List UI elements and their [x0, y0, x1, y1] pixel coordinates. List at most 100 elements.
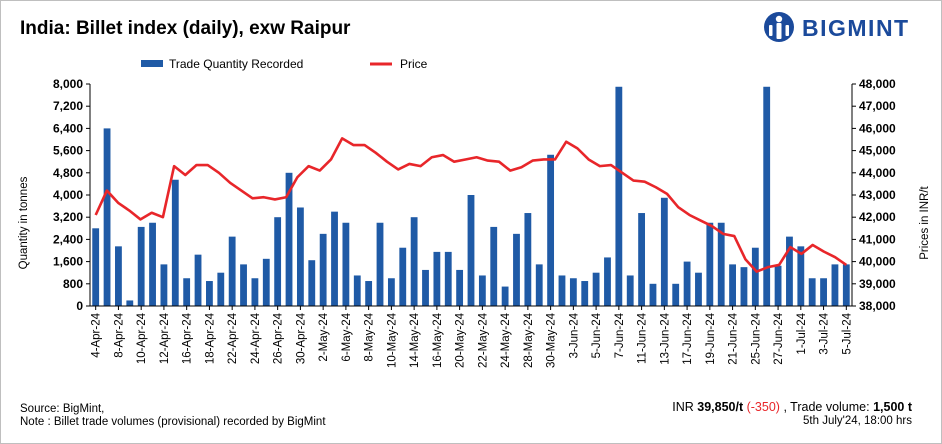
x-tick-label: 22-May-24: [477, 312, 489, 368]
bar-18: [296, 207, 304, 306]
right-tick-label: 39,000: [859, 277, 896, 291]
right-tick-label: 42,000: [859, 210, 896, 224]
bar-32: [456, 269, 464, 306]
left-tick-label: 3,200: [53, 210, 83, 224]
bar-9: [194, 254, 202, 306]
line-series: [94, 137, 848, 273]
x-tick-label: 12-Apr-24: [159, 312, 171, 364]
left-tick-label: 4,000: [53, 188, 83, 202]
bar-56: [729, 264, 736, 307]
bar-46: [615, 86, 623, 306]
volume-label: , Trade volume:: [783, 400, 870, 414]
x-tick-label: 11-Jun-24: [637, 312, 649, 364]
x-tick-label: 19-Jun-24: [705, 312, 717, 364]
right-tick-label: 48,000: [859, 77, 896, 91]
bar-50: [660, 197, 668, 306]
left-tick-label: 5,600: [53, 144, 83, 158]
bar-62: [797, 246, 805, 306]
x-tick-label: 4-Apr-24: [91, 312, 103, 357]
bar-0: [92, 228, 100, 306]
x-tick-label: 13-Jun-24: [659, 312, 671, 364]
x-tick-label: 22-Apr-24: [227, 312, 239, 364]
x-tick-label: 6-May-24: [341, 312, 353, 361]
bar-54: [706, 222, 714, 306]
legend-bar-label: Trade Quantity Recorded: [169, 57, 303, 71]
bar-61: [786, 236, 793, 307]
bar-63: [808, 278, 816, 306]
bar-27: [399, 247, 407, 306]
bar-43: [581, 281, 589, 306]
bar-28: [410, 217, 418, 306]
bar-series: [92, 86, 850, 307]
x-tick-label: 26-Apr-24: [273, 312, 285, 364]
bar-22: [342, 222, 350, 306]
bar-6: [160, 264, 168, 307]
x-tick-label: 16-Apr-24: [182, 312, 194, 364]
bar-38: [524, 213, 532, 306]
left-tick-label: 4,800: [53, 166, 83, 180]
left-tick-label: 0: [76, 299, 83, 313]
left-tick-label: 2,400: [53, 232, 83, 246]
right-axis-title: Prices in INR/t: [919, 185, 931, 259]
x-tick-label: 3-Jun-24: [568, 312, 580, 358]
bar-44: [592, 272, 600, 306]
bar-15: [262, 258, 270, 306]
bar-26: [387, 278, 395, 306]
price-change: (-350): [746, 400, 780, 414]
volume-value: 1,500 t: [873, 400, 912, 414]
x-tick-label: 25-Jun-24: [750, 312, 762, 364]
bar-39: [535, 264, 543, 307]
x-tick-label: 18-Apr-24: [204, 312, 216, 364]
left-axis-title: Quantity in tonnes: [18, 176, 30, 269]
right-tick-label: 47,000: [859, 99, 896, 113]
right-tick-label: 41,000: [859, 232, 896, 246]
x-tick-label: 1-Jul-24: [796, 312, 808, 354]
left-tick-label: 8,000: [53, 77, 83, 91]
x-tick-label: 2-May-24: [318, 312, 330, 361]
bar-55: [717, 222, 725, 306]
bar-10: [206, 281, 213, 306]
bar-21: [331, 211, 338, 306]
chart-legend: Trade Quantity Recorded Price: [141, 57, 428, 71]
bar-60: [774, 265, 782, 306]
bar-51: [672, 283, 680, 306]
bar-34: [478, 275, 486, 306]
legend-line-label: Price: [400, 57, 428, 71]
left-tick-label: 7,200: [53, 99, 83, 113]
bar-33: [467, 195, 475, 306]
x-tick-label: 27-Jun-24: [773, 312, 785, 364]
left-tick-label: 1,600: [53, 255, 83, 269]
bar-66: [842, 264, 850, 307]
x-tick-label: 30-May-24: [546, 312, 558, 368]
x-tick-label: 16-May-24: [432, 312, 444, 368]
left-tick-label: 6,400: [53, 121, 83, 135]
bar-37: [513, 233, 520, 306]
bar-59: [763, 86, 771, 306]
bar-17: [285, 172, 293, 306]
chart-axes: 0 800 1,600 2,400 3,200 4,000 4,800 5,600 6,400 7…: [53, 77, 896, 368]
bar-8: [183, 278, 191, 306]
bar-31: [444, 251, 452, 306]
x-tick-label: 8-May-24: [364, 312, 376, 361]
bar-45: [604, 257, 611, 306]
bar-4: [137, 226, 145, 306]
bar-36: [501, 286, 509, 306]
bar-7: [171, 179, 179, 306]
x-tick-label: 10-May-24: [386, 312, 398, 368]
price-summary: INR 39,850/t (-350) , Trade volume: 1,50…: [672, 400, 912, 414]
x-tick-label: 28-May-24: [523, 312, 535, 368]
x-tick-label: 17-Jun-24: [682, 312, 694, 364]
bar-40: [547, 154, 555, 306]
bar-30: [433, 251, 441, 306]
bar-53: [695, 272, 702, 306]
right-tick-label: 45,000: [859, 144, 896, 158]
bar-52: [683, 261, 691, 306]
x-tick-label: 30-Apr-24: [295, 312, 307, 364]
bar-1: [103, 128, 111, 306]
price-line: [94, 137, 848, 273]
bar-64: [820, 278, 827, 306]
bar-41: [558, 275, 566, 306]
price-prefix: INR: [672, 400, 694, 414]
right-tick-label: 43,000: [859, 188, 896, 202]
bar-29: [422, 269, 429, 306]
